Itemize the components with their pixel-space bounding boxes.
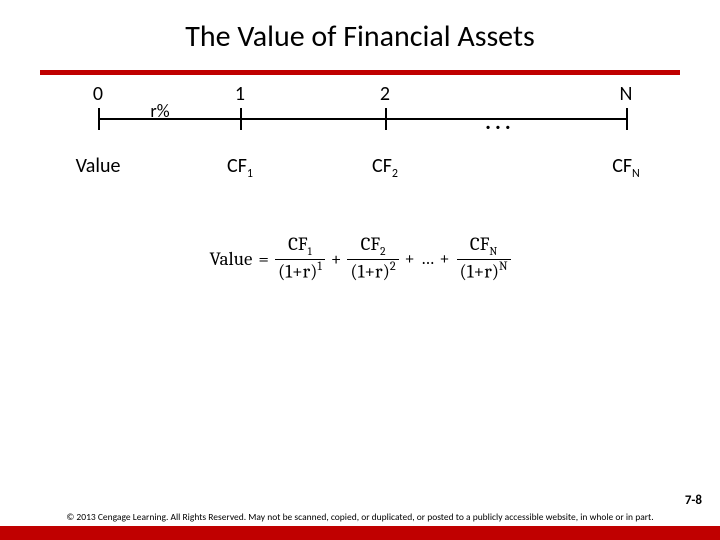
equals-sign: = (258, 248, 269, 270)
tick-label-1: 1 (235, 82, 245, 106)
den-base: (1+r) (278, 260, 317, 282)
tick-n (626, 108, 628, 130)
cf-text: Value (76, 154, 121, 178)
tick-0 (98, 108, 100, 130)
page-number: 7-8 (685, 493, 702, 508)
footer-bar (0, 526, 720, 540)
num-sub: N (489, 245, 497, 258)
frac-term-n: CFN (1+r)N (457, 235, 511, 282)
num-sub: 2 (380, 245, 385, 258)
den-base: (1+r) (350, 260, 389, 282)
den-sup: N (499, 260, 508, 274)
num-sub: 1 (308, 245, 312, 258)
cf-sub: 2 (392, 167, 398, 181)
timeline-ellipsis: ... (485, 108, 515, 135)
tick-label-0: 0 (93, 82, 103, 106)
timeline-axis (98, 118, 626, 120)
den-sup: 2 (390, 260, 396, 274)
cf-text: CF (372, 154, 392, 178)
num-base: CF (470, 233, 490, 255)
cf-sub: N (632, 167, 640, 181)
frac-term-1: CF1 (1+r)1 (275, 235, 325, 282)
rate-label: r% (150, 100, 169, 122)
value-formula: Value = CF1 (1+r)1 + CF2 (1+r)2 + … + CF… (0, 235, 720, 282)
tick-1 (240, 108, 242, 130)
cf-label-1: CF1 (227, 154, 253, 181)
plus-1: + (331, 248, 342, 270)
frac-term-2: CF2 (1+r)2 (347, 235, 398, 282)
cf-label-value: Value (76, 154, 121, 178)
den-base: (1+r) (460, 260, 499, 282)
den-sup: 1 (317, 260, 321, 274)
copyright-text: © 2013 Cengage Learning. All Rights Rese… (0, 511, 720, 523)
cf-text: CF (612, 154, 632, 178)
cf-sub: 1 (247, 167, 253, 181)
num-base: CF (361, 233, 381, 255)
cf-label-2: CF2 (372, 154, 398, 181)
title-rule (40, 70, 680, 75)
formula-ellipsis: + … + (405, 248, 451, 269)
num-base: CF (288, 233, 308, 255)
formula-lhs: Value (209, 248, 252, 270)
slide: The Value of Financial Assets 0 1 2 N r%… (0, 0, 720, 540)
tick-label-n: N (620, 82, 633, 106)
cf-text: CF (227, 154, 247, 178)
tick-2 (385, 108, 387, 130)
cf-label-n: CFN (612, 154, 640, 181)
tick-label-2: 2 (380, 82, 390, 106)
slide-title: The Value of Financial Assets (0, 18, 720, 55)
